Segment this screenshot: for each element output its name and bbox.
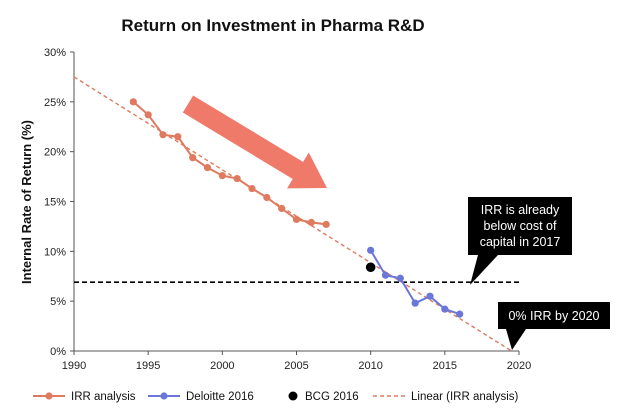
data-point xyxy=(174,133,182,141)
chart-title: Return on Investment in Pharma R&D xyxy=(121,16,424,35)
callout-text-line: below cost of xyxy=(484,219,557,233)
data-point xyxy=(189,154,197,162)
x-tick-label: 2010 xyxy=(358,360,382,372)
data-point xyxy=(426,292,434,300)
legend-swatch-marker xyxy=(45,392,53,400)
data-point xyxy=(292,215,301,224)
data-point xyxy=(396,274,404,282)
downward-trend-arrow xyxy=(182,95,327,189)
callout-text-line: 0% IRR by 2020 xyxy=(508,309,599,323)
legend-label: BCG 2016 xyxy=(305,391,359,403)
data-point xyxy=(203,164,212,172)
trendline-group xyxy=(73,76,512,352)
y-tick-label: 30% xyxy=(44,47,66,59)
linear-trendline xyxy=(73,76,512,352)
axes: 0% 5% 10% 15% 20% 25% 30% 1990 1995 2000 2005 2010 2… xyxy=(44,47,531,372)
callout-box-zero-irr xyxy=(498,302,610,329)
legend-swatch-marker xyxy=(160,392,168,400)
data-point xyxy=(159,131,167,139)
legend-item: BCG 2016 xyxy=(288,391,359,403)
legend-item: Linear (IRR analysis) xyxy=(373,391,519,403)
callout-pointer-cost-of-capital xyxy=(470,255,498,285)
legend-label: Deloitte 2016 xyxy=(186,391,254,403)
legend-label: Linear (IRR analysis) xyxy=(411,391,519,403)
y-tick-label: 20% xyxy=(44,147,66,159)
y-tick-label: 10% xyxy=(44,246,66,258)
series-group xyxy=(129,98,464,318)
data-point xyxy=(218,171,226,180)
data-point xyxy=(411,299,419,307)
callout-text-line: capital in 2017 xyxy=(480,235,561,249)
data-point xyxy=(322,220,330,229)
x-tick-label: 1990 xyxy=(62,360,86,372)
data-point xyxy=(263,193,271,202)
data-point xyxy=(233,174,241,183)
data-point xyxy=(307,218,315,227)
data-point xyxy=(381,271,390,279)
callout-pointer-zero-irr xyxy=(506,329,526,350)
legend-label: IRR analysis xyxy=(71,391,136,403)
callouts-group: IRR is already below cost of capital in 20… xyxy=(468,197,610,350)
y-tick-label: 25% xyxy=(44,97,66,109)
data-point xyxy=(456,310,464,318)
y-tick-label: 15% xyxy=(44,197,66,209)
x-tick-label: 2015 xyxy=(433,360,457,372)
data-point xyxy=(278,204,286,213)
data-point xyxy=(248,184,256,193)
data-point xyxy=(144,111,152,119)
data-point xyxy=(129,98,137,106)
callout-text-line: IRR is already xyxy=(481,203,560,217)
x-tick-label: 1995 xyxy=(136,360,160,372)
legend: IRR analysis Deloitte 2016 BCG 2016 Linear … xyxy=(33,391,519,403)
bcg-data-point xyxy=(365,262,376,273)
x-tick-label: 2000 xyxy=(210,360,234,372)
data-point xyxy=(367,246,375,254)
trend-arrow-group xyxy=(182,95,327,189)
data-point xyxy=(441,305,449,313)
callout-box-cost-of-capital xyxy=(468,197,572,255)
y-axis-label: Internal Rate of Return (%) xyxy=(19,120,34,284)
x-tick-label: 2005 xyxy=(284,360,308,372)
y-tick-label: 0% xyxy=(50,346,66,358)
x-tick-label: 2020 xyxy=(507,360,531,372)
y-tick-label: 5% xyxy=(50,296,66,308)
legend-item: IRR analysis xyxy=(33,391,136,403)
legend-item: Deloitte 2016 xyxy=(148,391,254,403)
legend-swatch-marker xyxy=(288,391,298,401)
